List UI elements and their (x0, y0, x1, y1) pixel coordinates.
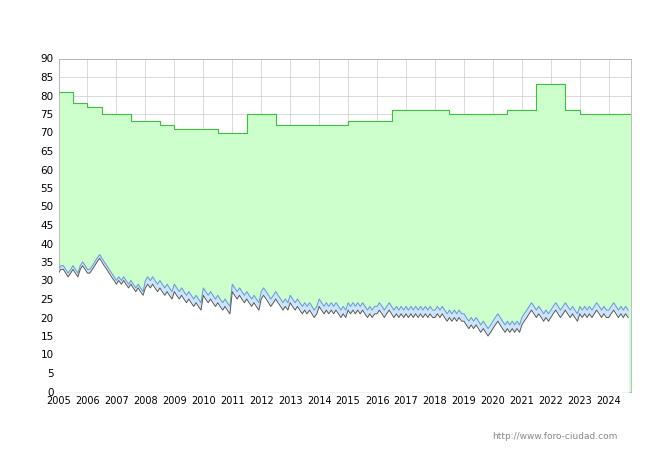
Text: Reyero - Evolucion de la poblacion en edad de Trabajar Septiembre de 2024: Reyero - Evolucion de la poblacion en ed… (71, 18, 579, 31)
Text: http://www.foro-ciudad.com: http://www.foro-ciudad.com (492, 432, 618, 441)
